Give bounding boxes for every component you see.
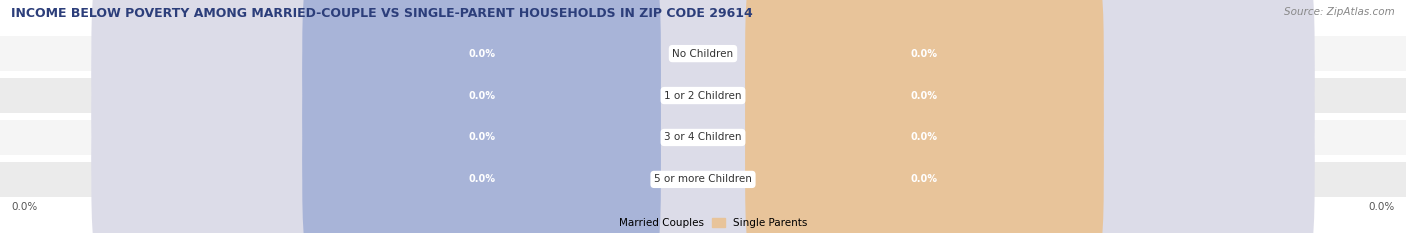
Text: 0.0%: 0.0% (468, 91, 495, 100)
FancyBboxPatch shape (91, 85, 1315, 233)
FancyBboxPatch shape (302, 43, 661, 232)
Text: No Children: No Children (672, 49, 734, 58)
Text: 0.0%: 0.0% (911, 133, 938, 142)
Text: 3 or 4 Children: 3 or 4 Children (664, 133, 742, 142)
Text: Source: ZipAtlas.com: Source: ZipAtlas.com (1284, 7, 1395, 17)
FancyBboxPatch shape (302, 1, 661, 190)
FancyBboxPatch shape (745, 1, 1104, 190)
FancyBboxPatch shape (745, 0, 1104, 148)
Text: 1 or 2 Children: 1 or 2 Children (664, 91, 742, 100)
Text: 5 or more Children: 5 or more Children (654, 175, 752, 184)
Legend: Married Couples, Single Parents: Married Couples, Single Parents (599, 218, 807, 228)
Text: 0.0%: 0.0% (911, 175, 938, 184)
Text: 0.0%: 0.0% (11, 202, 38, 212)
Text: 0.0%: 0.0% (911, 49, 938, 58)
Text: 0.0%: 0.0% (468, 133, 495, 142)
FancyBboxPatch shape (91, 1, 1315, 190)
Text: 0.0%: 0.0% (911, 91, 938, 100)
FancyBboxPatch shape (0, 36, 1406, 71)
FancyBboxPatch shape (745, 85, 1104, 233)
Text: 0.0%: 0.0% (1368, 202, 1395, 212)
FancyBboxPatch shape (91, 43, 1315, 232)
FancyBboxPatch shape (302, 85, 661, 233)
FancyBboxPatch shape (0, 120, 1406, 155)
FancyBboxPatch shape (91, 0, 1315, 148)
Text: 0.0%: 0.0% (468, 49, 495, 58)
Text: 0.0%: 0.0% (468, 175, 495, 184)
FancyBboxPatch shape (0, 162, 1406, 197)
FancyBboxPatch shape (302, 0, 661, 148)
FancyBboxPatch shape (745, 43, 1104, 232)
FancyBboxPatch shape (0, 78, 1406, 113)
Text: INCOME BELOW POVERTY AMONG MARRIED-COUPLE VS SINGLE-PARENT HOUSEHOLDS IN ZIP COD: INCOME BELOW POVERTY AMONG MARRIED-COUPL… (11, 7, 754, 20)
